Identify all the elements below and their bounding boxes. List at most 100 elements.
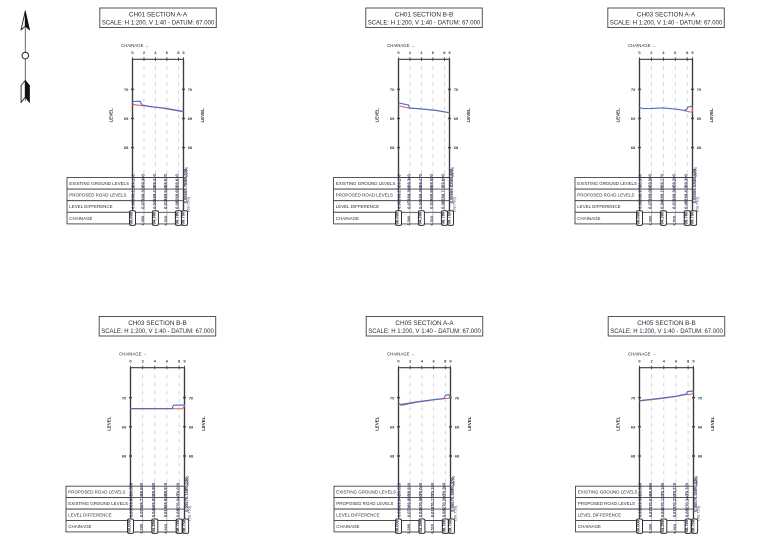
svg-text:0.000: 0.000 bbox=[397, 198, 402, 209]
svg-text:69.300: 69.300 bbox=[672, 185, 677, 198]
svg-text:69.690: 69.690 bbox=[441, 174, 446, 187]
svg-text:69.430: 69.430 bbox=[152, 185, 157, 198]
svg-text:0.055: 0.055 bbox=[184, 501, 189, 512]
svg-text:69.75: 69.75 bbox=[693, 166, 698, 177]
svg-text:2.390: 2.390 bbox=[406, 216, 411, 226]
svg-text:70.280: 70.280 bbox=[442, 494, 447, 507]
svg-text:CH03 SECTION B-B: CH03 SECTION B-B bbox=[128, 320, 187, 327]
svg-text:68: 68 bbox=[124, 145, 129, 150]
svg-text:69.490: 69.490 bbox=[418, 185, 423, 198]
svg-text:8: 8 bbox=[177, 50, 180, 55]
svg-text:0.055: 0.055 bbox=[449, 192, 454, 203]
svg-text:0.073: 0.073 bbox=[407, 506, 412, 517]
svg-text:04.390: 04.390 bbox=[418, 519, 423, 532]
svg-text:00.000: 00.000 bbox=[636, 211, 641, 224]
svg-text:69.75: 69.75 bbox=[184, 166, 189, 177]
svg-text:69: 69 bbox=[188, 116, 193, 121]
svg-text:0.073: 0.073 bbox=[648, 198, 653, 209]
svg-text:PROPOSED ROAD LEVELS: PROPOSED ROAD LEVELS bbox=[336, 501, 393, 506]
svg-text:70: 70 bbox=[390, 395, 395, 400]
svg-text:69.280: 69.280 bbox=[672, 174, 677, 187]
svg-text:08.780: 08.780 bbox=[175, 519, 180, 532]
svg-text:LEVEL: LEVEL bbox=[616, 108, 621, 122]
svg-text:70: 70 bbox=[454, 87, 459, 92]
svg-text:08.780: 08.780 bbox=[441, 519, 446, 532]
svg-text:09.750: 09.750 bbox=[447, 211, 452, 224]
svg-text:CH05 SECTION B-B: CH05 SECTION B-B bbox=[637, 320, 696, 327]
svg-text:EXISTING GROUND LEVELS: EXISTING GROUND LEVELS bbox=[336, 181, 396, 186]
svg-text:00.000: 00.000 bbox=[636, 519, 641, 532]
svg-text:(69.750): (69.750) bbox=[695, 505, 700, 521]
svg-text:69.75: 69.75 bbox=[450, 166, 455, 177]
svg-text:0: 0 bbox=[131, 50, 134, 55]
svg-text:0: 0 bbox=[397, 50, 400, 55]
svg-text:2: 2 bbox=[142, 358, 145, 363]
svg-text:69: 69 bbox=[631, 116, 636, 121]
svg-text:4: 4 bbox=[662, 50, 665, 55]
svg-text:69.170: 69.170 bbox=[660, 174, 665, 187]
svg-text:70.150: 70.150 bbox=[430, 482, 435, 495]
svg-text:SCALE: H 1:200, V 1:40 - DATUM: SCALE: H 1:200, V 1:40 - DATUM: 67.000 bbox=[610, 329, 723, 335]
svg-text:0.046: 0.046 bbox=[152, 198, 157, 209]
svg-text:70.230: 70.230 bbox=[672, 494, 677, 507]
svg-text:LEVEL: LEVEL bbox=[375, 416, 380, 430]
svg-text:69.580: 69.580 bbox=[129, 482, 134, 495]
svg-text:LEVEL: LEVEL bbox=[200, 108, 205, 122]
svg-text:0.000: 0.000 bbox=[131, 198, 136, 209]
svg-text:70: 70 bbox=[122, 395, 127, 400]
svg-text:9: 9 bbox=[182, 50, 185, 55]
svg-text:69.410: 69.410 bbox=[152, 174, 157, 187]
svg-text:2.390: 2.390 bbox=[406, 524, 411, 534]
svg-text:0.000: 0.000 bbox=[397, 506, 402, 517]
svg-text:69.800: 69.800 bbox=[449, 168, 454, 181]
svg-text:08.780: 08.780 bbox=[441, 211, 446, 224]
svg-text:0.046: 0.046 bbox=[660, 198, 665, 209]
svg-text:9: 9 bbox=[448, 50, 451, 55]
svg-text:09.750: 09.750 bbox=[182, 519, 187, 532]
svg-text:0.073: 0.073 bbox=[140, 198, 145, 209]
svg-text:9: 9 bbox=[692, 358, 695, 363]
svg-text:LEVEL DIFFERENCE: LEVEL DIFFERENCE bbox=[69, 204, 112, 209]
svg-text:EXISTING GROUND LEVELS: EXISTING GROUND LEVELS bbox=[69, 181, 129, 186]
svg-text:70: 70 bbox=[124, 87, 129, 92]
svg-text:CHAINAGE: CHAINAGE bbox=[578, 524, 601, 529]
svg-text:69.250: 69.250 bbox=[397, 174, 402, 187]
svg-text:8: 8 bbox=[443, 50, 446, 55]
svg-text:70.320: 70.320 bbox=[684, 482, 689, 495]
svg-text:69.900: 69.900 bbox=[638, 494, 643, 507]
svg-text:PROPOSED ROAD LEVELS: PROPOSED ROAD LEVELS bbox=[68, 490, 125, 495]
svg-text:0: 0 bbox=[638, 358, 641, 363]
svg-text:70.060: 70.060 bbox=[418, 494, 423, 507]
svg-text:0.019: 0.019 bbox=[163, 198, 168, 209]
svg-text:CHAINAGE: CHAINAGE bbox=[68, 524, 91, 529]
svg-text:04.390: 04.390 bbox=[151, 519, 156, 532]
svg-text:0.082: 0.082 bbox=[175, 506, 180, 517]
svg-text:69.710: 69.710 bbox=[139, 494, 144, 507]
svg-text:68: 68 bbox=[698, 454, 703, 459]
svg-text:LEVEL: LEVEL bbox=[616, 416, 621, 430]
svg-text:70: 70 bbox=[188, 87, 193, 92]
svg-text:LEVEL: LEVEL bbox=[709, 108, 714, 122]
svg-text:0.000: 0.000 bbox=[638, 198, 643, 209]
svg-text:6: 6 bbox=[674, 50, 677, 55]
svg-text:70.040: 70.040 bbox=[175, 494, 180, 507]
svg-text:2: 2 bbox=[650, 50, 653, 55]
svg-text:68: 68 bbox=[189, 454, 194, 459]
svg-text:69: 69 bbox=[189, 424, 194, 429]
svg-text:69.500: 69.500 bbox=[692, 168, 697, 181]
svg-text:9: 9 bbox=[691, 50, 694, 55]
svg-text:6.510: 6.510 bbox=[163, 524, 168, 534]
svg-text:69.820: 69.820 bbox=[397, 482, 402, 495]
svg-text:69.580: 69.580 bbox=[429, 174, 434, 187]
svg-text:00.000: 00.000 bbox=[129, 211, 134, 224]
svg-text:00.000: 00.000 bbox=[395, 211, 400, 224]
svg-text:70: 70 bbox=[390, 87, 395, 92]
svg-text:8: 8 bbox=[686, 50, 689, 55]
svg-text:0.046: 0.046 bbox=[151, 506, 156, 517]
svg-text:EXISTING GROUND LEVELS: EXISTING GROUND LEVELS bbox=[578, 490, 638, 495]
svg-text:09.750: 09.750 bbox=[690, 211, 695, 224]
svg-text:LEVEL: LEVEL bbox=[107, 416, 112, 430]
svg-text:69.600: 69.600 bbox=[429, 185, 434, 198]
svg-text:69.470: 69.470 bbox=[418, 174, 423, 187]
svg-text:70.260: 70.260 bbox=[442, 482, 447, 495]
